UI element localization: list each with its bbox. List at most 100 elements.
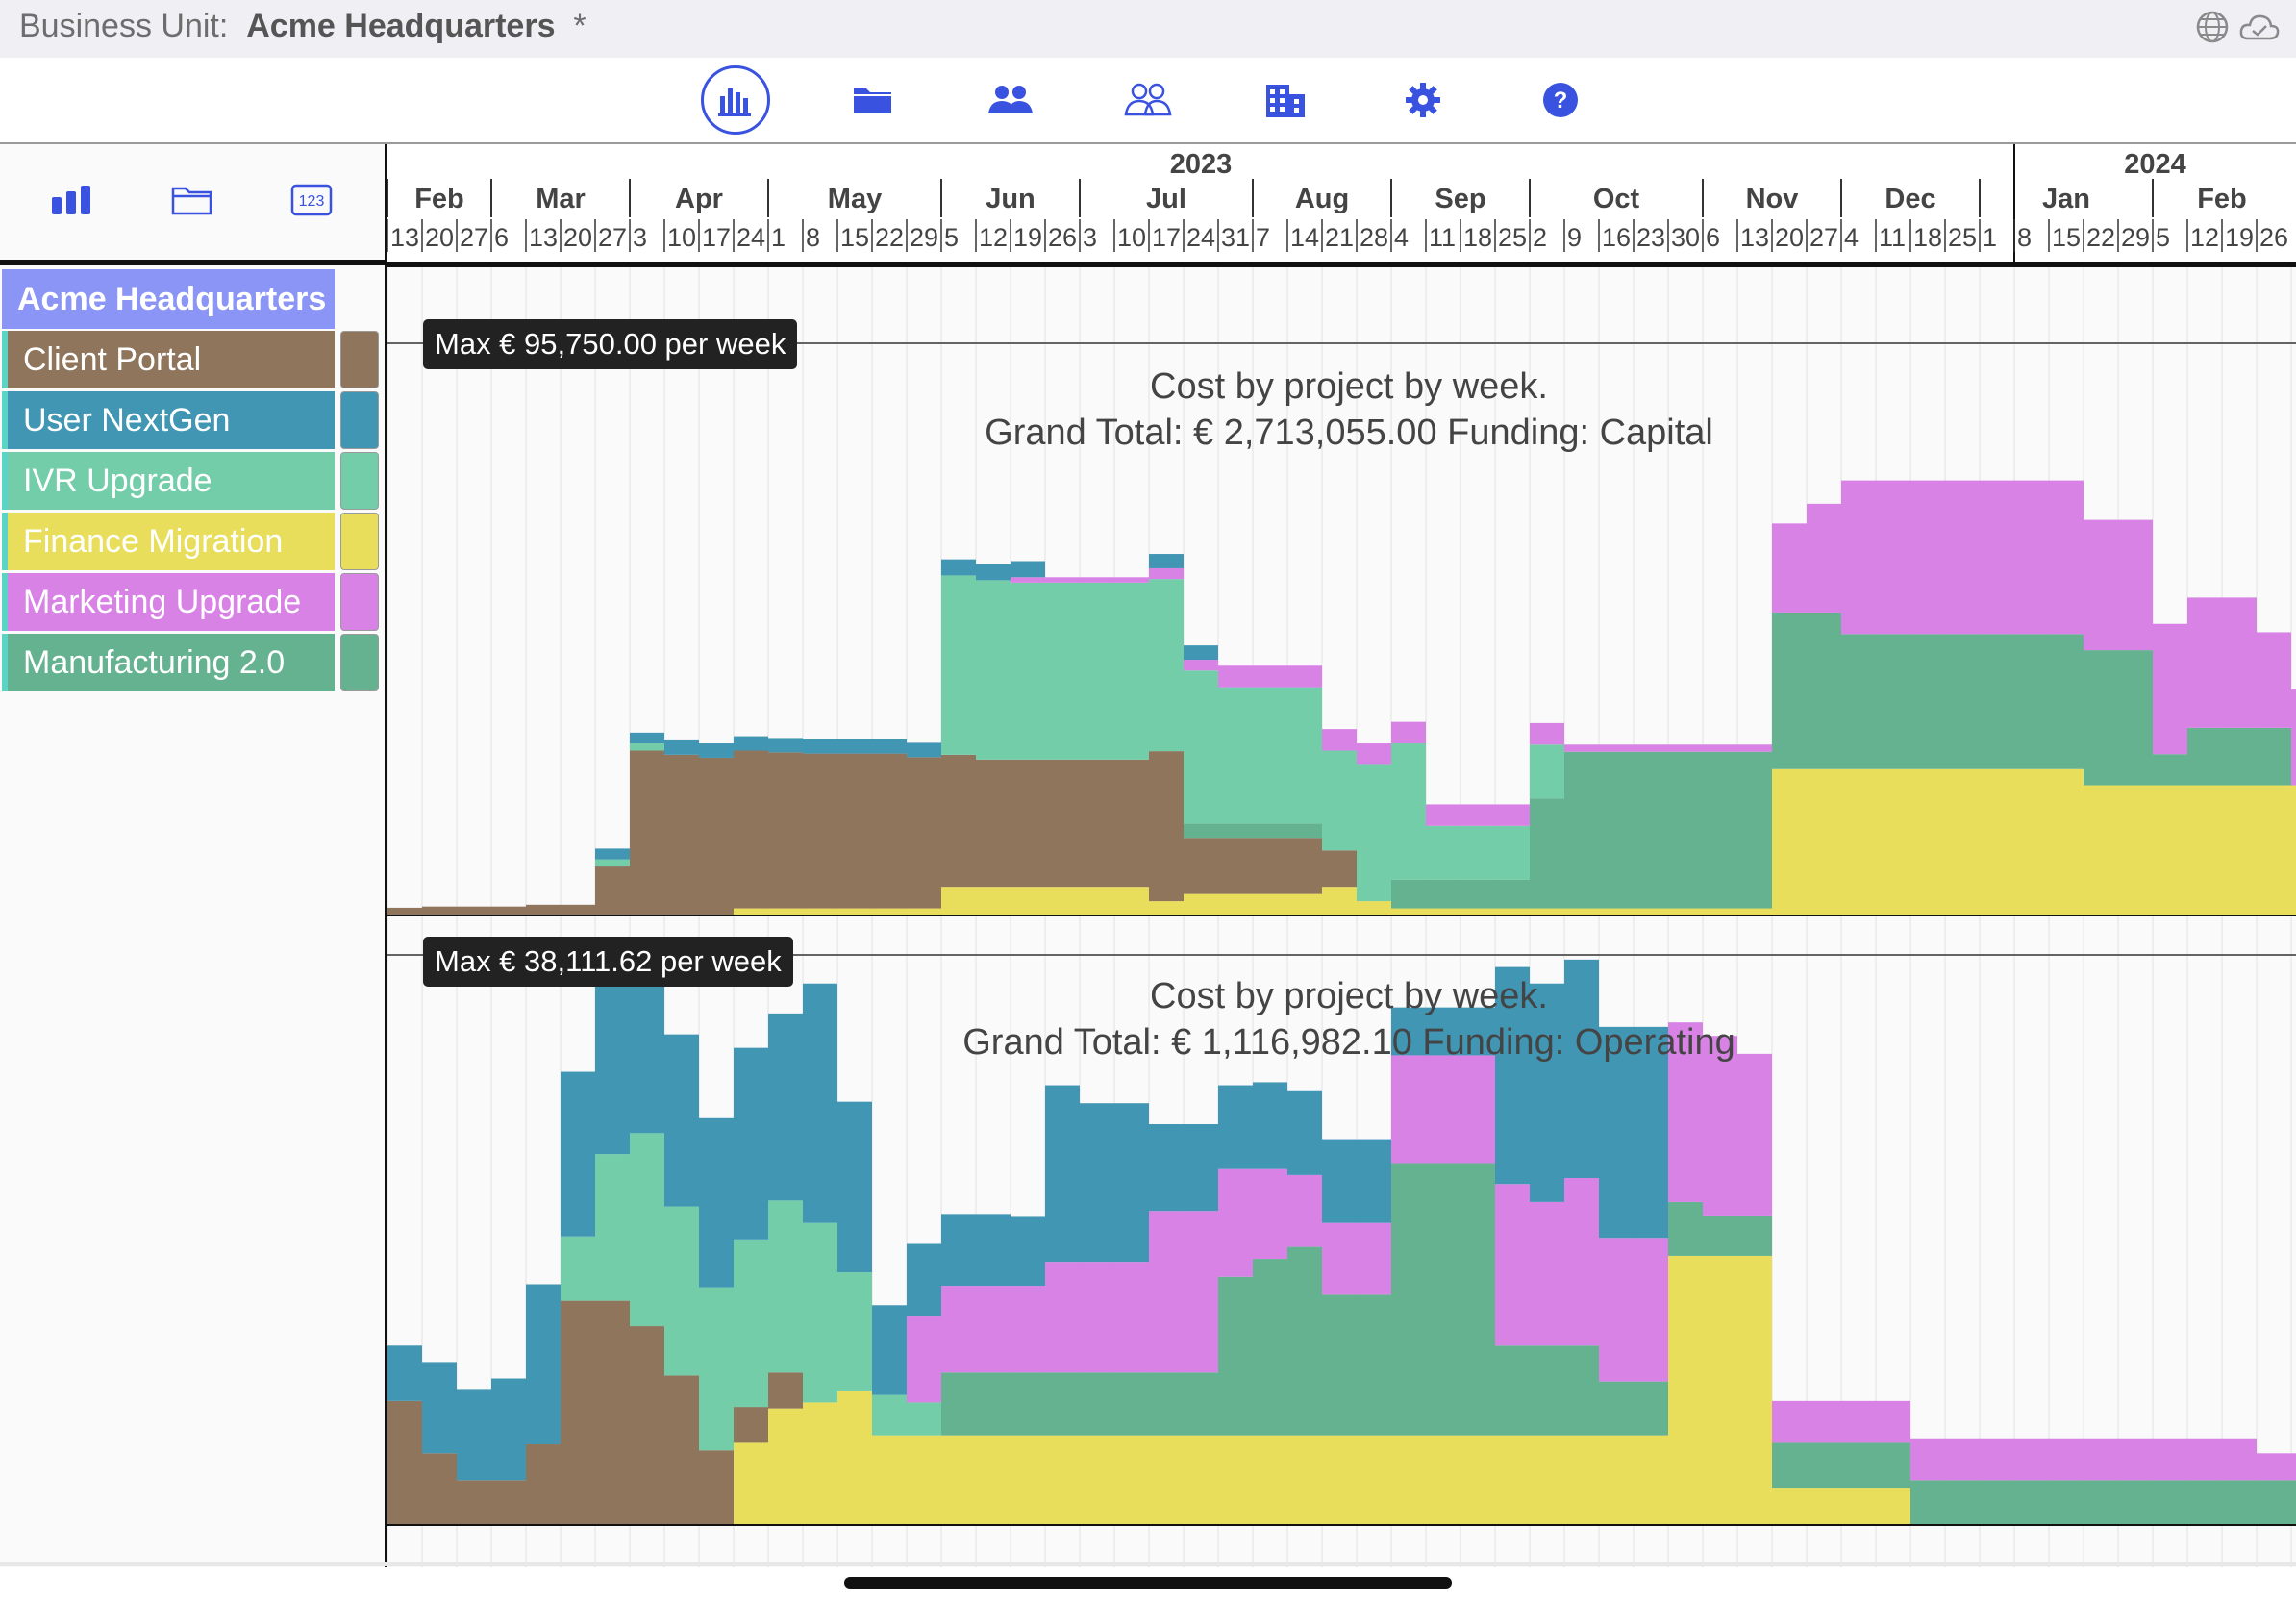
bar-segment (734, 1442, 768, 1525)
bar-segment (1910, 480, 1945, 635)
teams-button[interactable] (1113, 65, 1183, 135)
people-button[interactable] (976, 65, 1045, 135)
month-label: Mar (536, 184, 586, 214)
bar-segment (1011, 577, 1045, 583)
timeline-chart-area[interactable]: 2023 2024 Feb 13 20 27 Mar 6 13 20 27 Apr 3 10 17 24 May… (387, 144, 2296, 1567)
week-label: 16 (1602, 223, 1631, 252)
project-row-ivr-upgrade[interactable]: IVR Upgrade (2, 452, 335, 510)
bar-segment (1322, 1435, 1357, 1525)
project-color-client-portal[interactable] (340, 331, 379, 388)
bar-segment (630, 1326, 664, 1525)
bar-segment (1703, 1215, 1737, 1256)
bar-segment (941, 1286, 976, 1373)
projects-button[interactable] (838, 65, 908, 135)
week-label: 5 (944, 223, 959, 252)
project-row-user-nextgen[interactable]: User NextGen (2, 391, 335, 449)
bar-view-toggle[interactable] (43, 171, 101, 229)
bar-segment (422, 1362, 457, 1454)
bar-segment (1841, 1488, 1876, 1525)
bar-segment (907, 1402, 941, 1436)
bar-segment (1564, 744, 1599, 752)
cloud-icon[interactable] (2238, 14, 2281, 52)
week-label: 24 (736, 223, 765, 252)
settings-button[interactable] (1388, 65, 1458, 135)
week-label: 12 (979, 223, 1008, 252)
bar-segment (872, 908, 907, 915)
folder-icon (854, 88, 891, 113)
home-indicator[interactable] (844, 1577, 1452, 1589)
bar-segment (1287, 823, 1322, 839)
business-units-button[interactable] (1251, 65, 1320, 135)
project-row-client-portal[interactable]: Client Portal (2, 331, 335, 388)
bar-segment (2084, 785, 2118, 915)
bar-segment (664, 1375, 699, 1525)
project-row-finance-migration[interactable]: Finance Migration (2, 513, 335, 570)
bar-segment (1772, 768, 1807, 915)
bar-segment (1634, 1238, 1668, 1382)
globe-icon[interactable] (2195, 11, 2238, 52)
week-label: 3 (633, 223, 647, 252)
bar-segment (1253, 1435, 1287, 1525)
bar-segment (1184, 645, 1218, 661)
bar-segment (1287, 665, 1322, 688)
week-label: 29 (910, 223, 938, 252)
bar-segment (1045, 582, 1080, 760)
bar-segment (1876, 768, 1910, 915)
bar-segment (1980, 480, 2014, 635)
chart-view-button[interactable] (701, 65, 770, 135)
bar-segment (1876, 1488, 1910, 1525)
bar-segment (2118, 1480, 2153, 1525)
bar-segment (734, 1047, 768, 1240)
bar-segment (768, 908, 803, 915)
month-label: Aug (1295, 184, 1349, 214)
bar-segment (664, 1034, 699, 1207)
number-view-toggle[interactable]: 123 (283, 171, 340, 229)
bar-segment (1599, 744, 1634, 752)
project-color-manufacturing[interactable] (340, 634, 379, 691)
project-row-marketing-upgrade[interactable]: Marketing Upgrade (2, 573, 335, 631)
bar-segment (561, 904, 595, 915)
project-color-finance-migration[interactable] (340, 513, 379, 570)
project-color-marketing-upgrade[interactable] (340, 573, 379, 631)
bar-segment (1634, 1381, 1668, 1436)
week-label: 13 (529, 223, 558, 252)
bar-segment (1080, 577, 1114, 583)
project-row-manufacturing[interactable]: Manufacturing 2.0 (2, 634, 335, 691)
bar-segment (976, 1435, 1011, 1525)
bar-segment (1564, 751, 1599, 909)
bar-segment (1045, 1372, 1080, 1436)
bar-segment (664, 1206, 699, 1376)
operating-max-label: Max € 38,111.62 per week (423, 937, 793, 987)
bar-segment (1149, 567, 1184, 580)
bar-segment (1426, 908, 1460, 915)
bar-segment (2014, 768, 2049, 915)
help-button[interactable]: ? (1526, 65, 1595, 135)
bar-segment (2153, 623, 2187, 755)
bar-segment (1668, 744, 1703, 752)
bar-segment (1910, 1438, 1945, 1481)
week-label: 4 (1394, 223, 1409, 252)
bar-segment (1011, 1216, 1045, 1287)
bar-segment (1218, 665, 1253, 688)
bar-segment (872, 753, 907, 909)
bar-segment (1737, 1053, 1772, 1216)
bar-segment (1357, 1294, 1391, 1436)
bar-segment (976, 580, 1011, 760)
bar-segment (1391, 1435, 1426, 1525)
bar-segment (1426, 804, 1460, 826)
bar-segment (2222, 785, 2257, 915)
bar-segment (1357, 764, 1391, 902)
business-unit-title[interactable]: Business Unit: Acme Headquarters * (19, 8, 586, 45)
bar-segment (2118, 519, 2153, 651)
bar-segment (1184, 893, 1218, 915)
bar-segment (2257, 1453, 2291, 1481)
bar-segment (1011, 1286, 1045, 1373)
project-color-user-nextgen[interactable] (340, 391, 379, 449)
folder-view-toggle[interactable] (163, 171, 221, 229)
business-unit-row[interactable]: Acme Headquarters (2, 269, 335, 329)
bar-segment (1495, 825, 1530, 880)
operating-title-text: Cost by project by week. (1150, 976, 1548, 1016)
bar-segment (1011, 561, 1045, 578)
bar-segment (1114, 577, 1149, 583)
project-color-ivr-upgrade[interactable] (340, 452, 379, 510)
